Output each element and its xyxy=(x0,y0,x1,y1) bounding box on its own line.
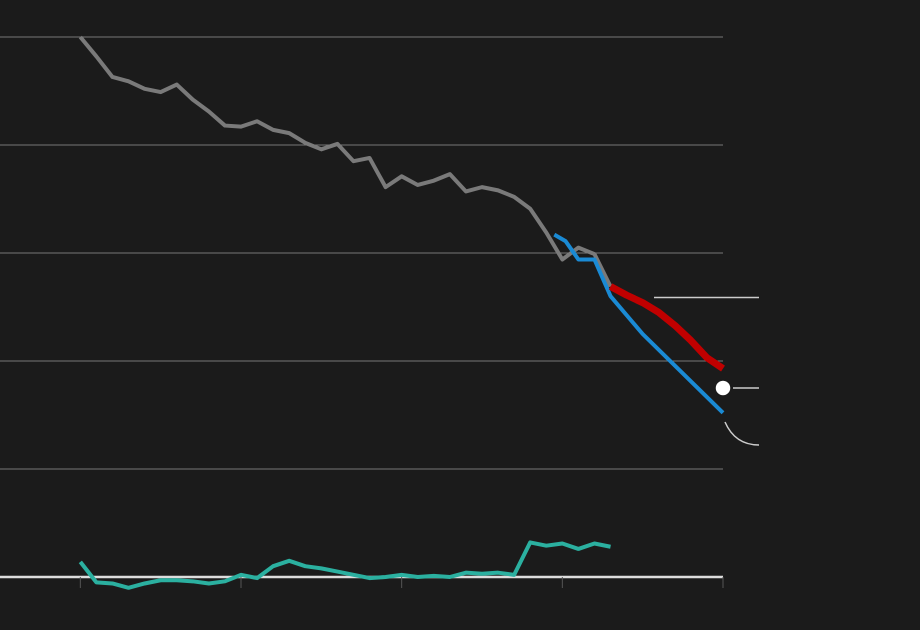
series-line xyxy=(78,540,611,590)
series-line xyxy=(78,35,613,288)
annotation-leader xyxy=(724,421,760,446)
series-line xyxy=(608,283,725,372)
marker-point xyxy=(714,379,732,397)
series-line xyxy=(553,232,725,415)
